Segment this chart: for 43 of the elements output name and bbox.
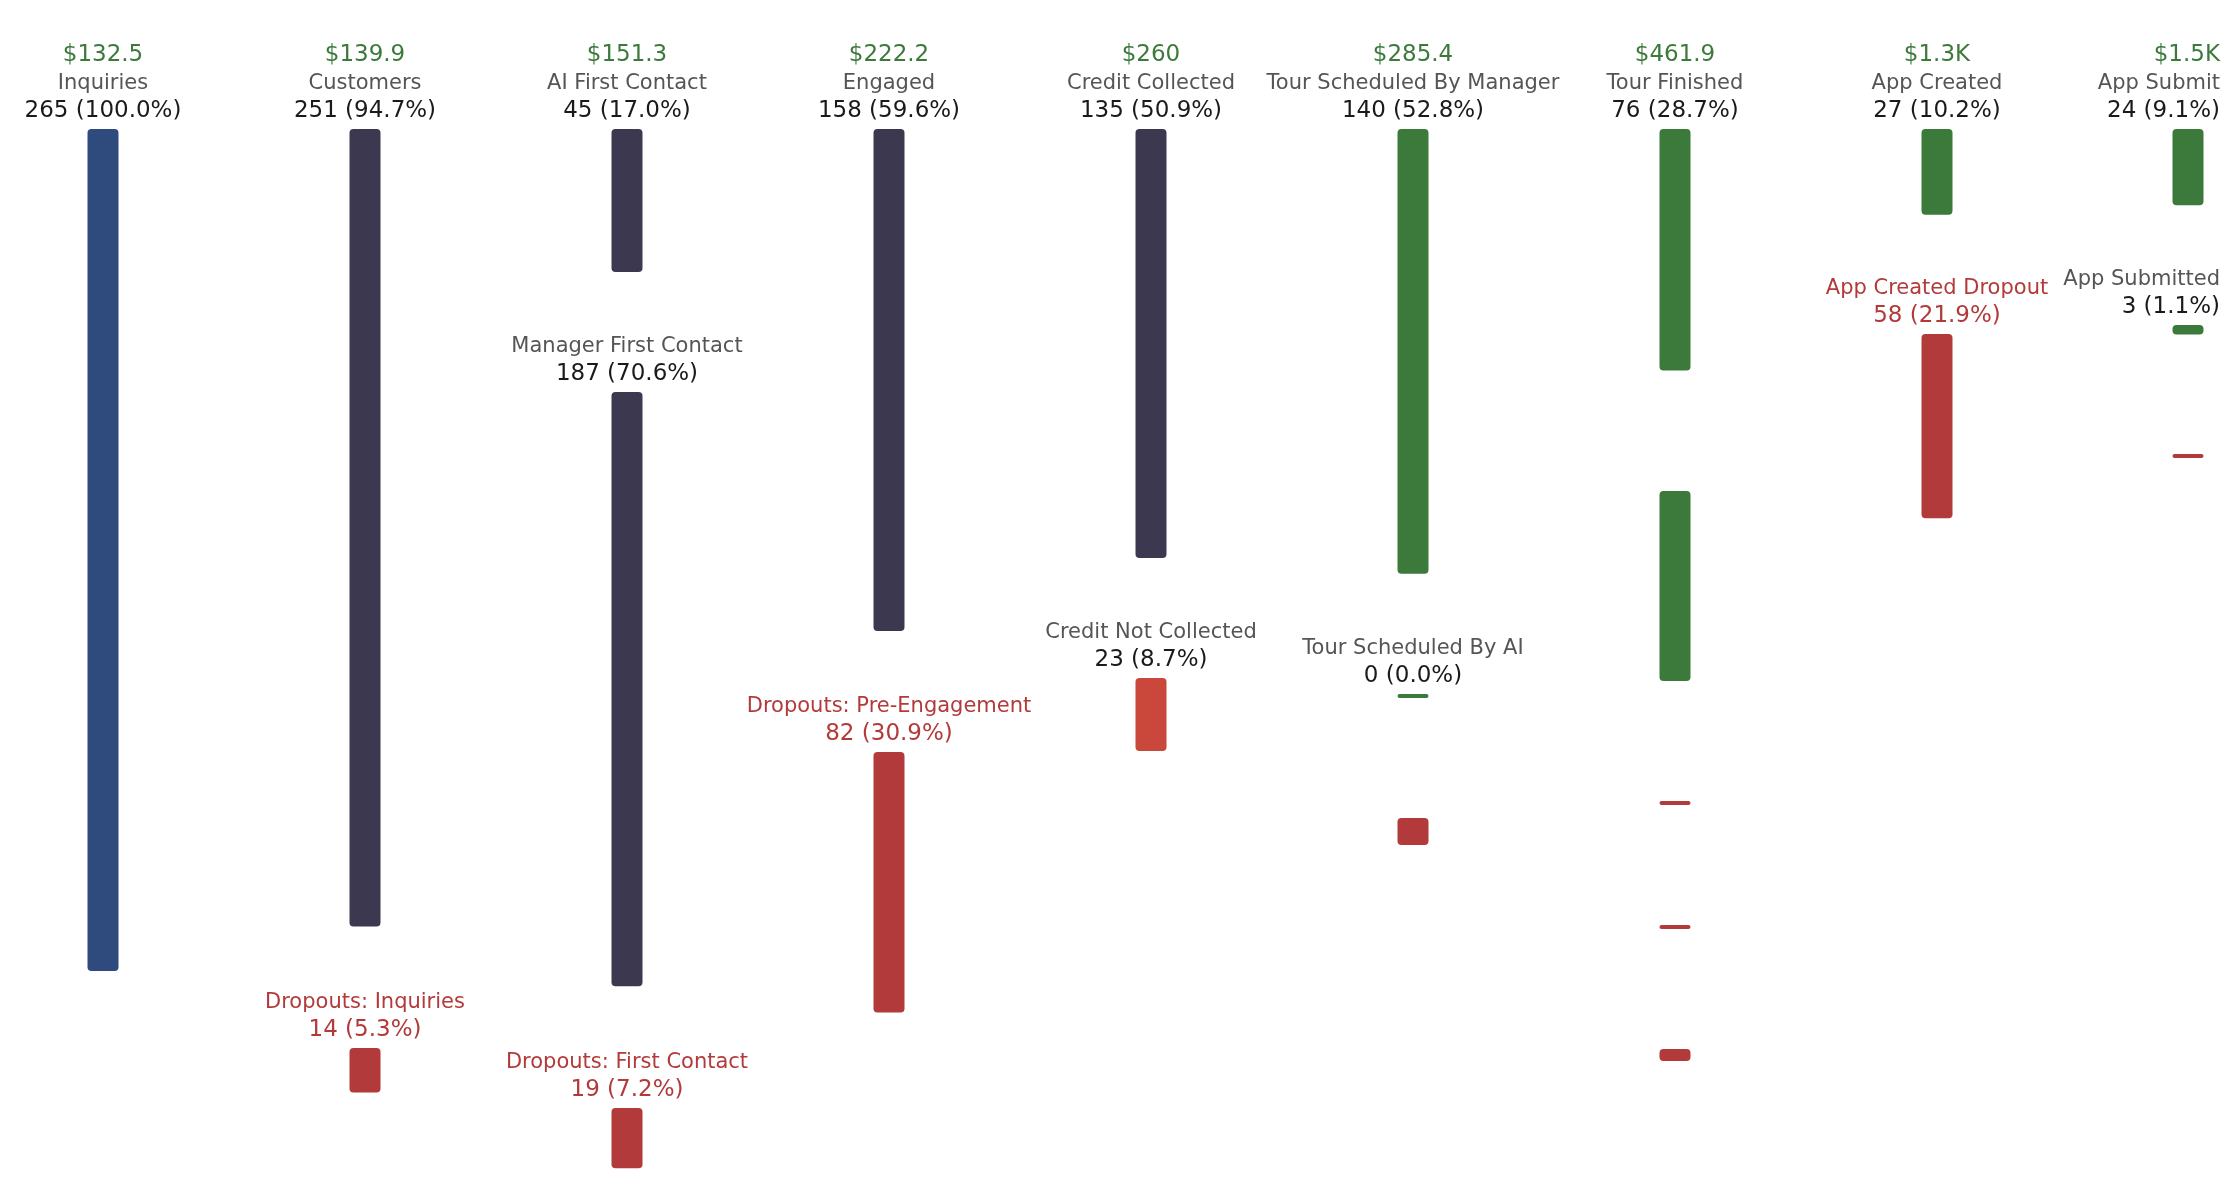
data-label: 19 (7.2%) [570,1075,684,1101]
data-label: 24 (9.1%) [2107,96,2220,122]
data-label: 140 (52.8%) [1341,96,1485,122]
category-label: App Submit [2097,70,2220,94]
text: $1.3K [1903,40,1971,66]
data-label: 187 (70.6%) [555,359,699,385]
category-label: App Created [1871,70,2003,94]
text: $151.3 [586,40,668,66]
category-label: Credit Not Collected [1045,619,1257,643]
category-label: Engaged [842,70,936,94]
category-label: Inquiries [57,70,149,94]
text: $139.9 [324,40,406,66]
data-label: 58 (21.9%) [1873,301,2001,327]
category-label: App Created Dropout [1825,275,2049,299]
data-label: 27 (10.2%) [1873,96,2001,122]
text: $222.2 [848,40,930,66]
category-label: Tour Scheduled By Manager [1265,70,1560,94]
category-label: Dropouts: First Contact [505,1049,749,1073]
data-label: 23 (8.7%) [1094,645,1208,671]
data-label: 3 (1.1%) [2121,292,2220,318]
category-label: Dropouts: Inquiries [265,989,465,1013]
data-label: 14 (5.3%) [308,1015,422,1041]
data-label: 82 (30.9%) [825,719,953,745]
category-label: Credit Collected [1067,70,1235,94]
data-label: 135 (50.9%) [1079,96,1223,122]
category-label: Dropouts: Pre-Engagement [746,693,1032,717]
data-label: 45 (17.0%) [563,96,691,122]
text: $1.5K [2153,40,2220,66]
category-label: Tour Finished [1605,70,1744,94]
text: $285.4 [1372,40,1454,66]
data-label: 0 (0.0%) [1363,661,1463,687]
data-label: 76 (28.7%) [1611,96,1739,122]
category-label: Customers [308,70,422,94]
category-label: AI First Contact [547,70,707,94]
data-label: 158 (59.6%) [817,96,961,122]
data-label: 251 (94.7%) [293,96,437,122]
category-label: App Submitted [2063,266,2220,290]
category-label: Tour Scheduled By AI [1301,635,1524,659]
category-label: Manager First Contact [511,333,743,357]
text: $132.5 [62,40,144,66]
data-label: 265 (100.0%) [24,96,182,122]
text: $461.9 [1634,40,1716,66]
text: $260 [1121,40,1181,66]
